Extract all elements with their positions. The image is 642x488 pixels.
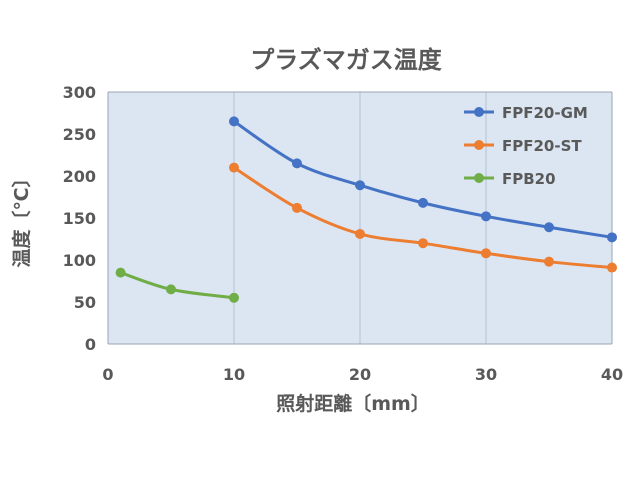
x-tick-label: 10 [223, 365, 245, 384]
legend-label-fpf20-gm: FPF20-GM [502, 104, 588, 122]
data-point-fpf20-st [229, 162, 239, 173]
data-point-fpf20-st [355, 228, 365, 239]
data-point-fpf20-st [544, 256, 554, 267]
legend-label-fpf20-st: FPF20-ST [502, 137, 582, 155]
y-tick-label: 150 [63, 209, 96, 228]
data-point-fpb20 [166, 284, 176, 295]
data-point-fpb20 [115, 267, 126, 278]
x-tick-label: 0 [102, 365, 113, 384]
data-point-fpf20-gm [544, 222, 554, 233]
legend-marker-fpf20-gm [474, 107, 484, 117]
y-tick-label: 0 [85, 335, 96, 354]
data-point-fpf20-st [292, 202, 302, 213]
data-point-fpb20 [229, 292, 239, 303]
data-point-fpf20-gm [292, 158, 302, 169]
y-tick-label: 200 [63, 167, 96, 186]
y-tick-label: 100 [63, 251, 96, 270]
chart-title: プラズマガス温度 [250, 46, 443, 74]
x-tick-label: 20 [349, 365, 371, 384]
legend: FPF20-GM FPF20-ST FPB20 [464, 104, 588, 188]
y-axis-label: 温度〔℃〕 [10, 168, 33, 267]
axes: 0 50 100 150 200 250 300 0 10 20 30 40 [63, 83, 624, 384]
x-tick-label: 40 [601, 365, 623, 384]
y-tick-label: 250 [63, 125, 96, 144]
data-point-fpf20-st [481, 248, 491, 259]
legend-marker-fpb20 [474, 173, 484, 183]
data-point-fpf20-gm [481, 211, 491, 222]
data-point-fpf20-gm [355, 180, 365, 191]
legend-marker-fpf20-st [474, 140, 484, 150]
data-point-fpf20-gm [229, 116, 239, 127]
data-point-fpf20-st [607, 262, 617, 273]
x-tick-label: 30 [475, 365, 497, 384]
series-group [115, 116, 617, 303]
y-tick-label: 50 [74, 293, 96, 312]
data-point-fpf20-gm [607, 232, 617, 243]
data-point-fpf20-st [418, 238, 428, 249]
legend-label-fpb20: FPB20 [502, 170, 556, 188]
y-tick-label: 300 [63, 83, 96, 102]
data-point-fpf20-gm [418, 197, 428, 208]
x-axis-label: 照射距離〔mm〕 [276, 392, 430, 415]
